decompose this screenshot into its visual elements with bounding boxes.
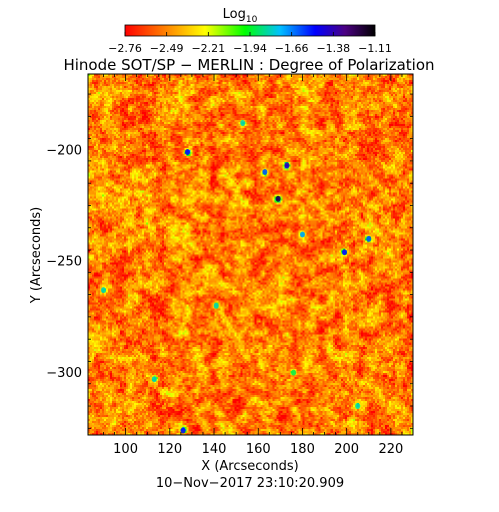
heatmap-image xyxy=(88,74,413,435)
colorbar-label-base: Log xyxy=(223,7,246,22)
colorbar-tick-label: −2.49 xyxy=(150,42,184,55)
colorbar-tick-label: −1.94 xyxy=(233,42,267,55)
hot-spot xyxy=(180,427,186,434)
hot-spot xyxy=(366,235,372,242)
x-tick-label: 160 xyxy=(246,442,271,457)
colorbar-ticks: −2.76 −2.49 −2.21 −1.94 −1.66 −1.38 −1.11 xyxy=(108,32,392,55)
x-tick-label: 200 xyxy=(334,442,359,457)
y-tick-label: −200 xyxy=(46,143,82,158)
chart-title: Hinode SOT/SP − MERLIN : Degree of Polar… xyxy=(63,56,434,74)
colorbar-tick-label: −1.11 xyxy=(358,42,392,55)
hot-spot xyxy=(341,249,347,256)
colorbar-tick-label: −2.21 xyxy=(191,42,225,55)
hot-spots xyxy=(100,120,372,434)
hot-spot xyxy=(151,376,157,383)
timestamp: 10−Nov−2017 23:10:20.909 xyxy=(156,476,344,491)
hot-spot xyxy=(299,231,305,238)
x-tick-label: 180 xyxy=(290,442,315,457)
x-axis-label: X (Arcseconds) xyxy=(201,459,298,474)
hot-spot xyxy=(275,195,281,202)
x-tick-label: 220 xyxy=(378,442,403,457)
y-tick-label: −250 xyxy=(46,255,82,270)
x-tick-label: 140 xyxy=(202,442,227,457)
hot-spot xyxy=(100,287,106,294)
colorbar-tick-label: −1.38 xyxy=(316,42,350,55)
y-tick-label: −300 xyxy=(46,366,82,381)
hot-spot xyxy=(184,148,190,155)
colorbar-tick-label: −1.66 xyxy=(275,42,309,55)
hot-spot xyxy=(240,120,246,127)
y-axis-label: Y (Arcseconds) xyxy=(29,207,44,304)
hot-spot xyxy=(284,162,290,169)
axis-ticks: 100 120 140 160 180 200 220 −200 −250 −300 xyxy=(46,74,414,457)
plot-area xyxy=(87,73,414,436)
hot-spot xyxy=(213,302,219,309)
plot-frame xyxy=(87,73,414,436)
colorbar-label: Log10 xyxy=(223,7,258,25)
hot-spot xyxy=(262,169,268,176)
colorbar-label-subscript: 10 xyxy=(246,15,258,25)
hot-spot xyxy=(355,403,361,410)
colorbar-tick-label: −2.76 xyxy=(108,42,142,55)
x-tick-label: 100 xyxy=(113,442,138,457)
hot-spot xyxy=(291,369,297,376)
x-tick-label: 120 xyxy=(157,442,182,457)
